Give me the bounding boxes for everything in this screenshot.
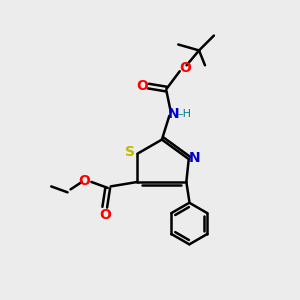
Text: O: O <box>99 208 111 222</box>
Text: N: N <box>188 151 200 165</box>
Text: O: O <box>179 61 191 75</box>
Text: S: S <box>125 145 135 159</box>
Text: O: O <box>79 174 91 188</box>
Text: N: N <box>167 107 179 121</box>
Text: O: O <box>136 79 148 93</box>
Text: –H: –H <box>177 109 191 119</box>
